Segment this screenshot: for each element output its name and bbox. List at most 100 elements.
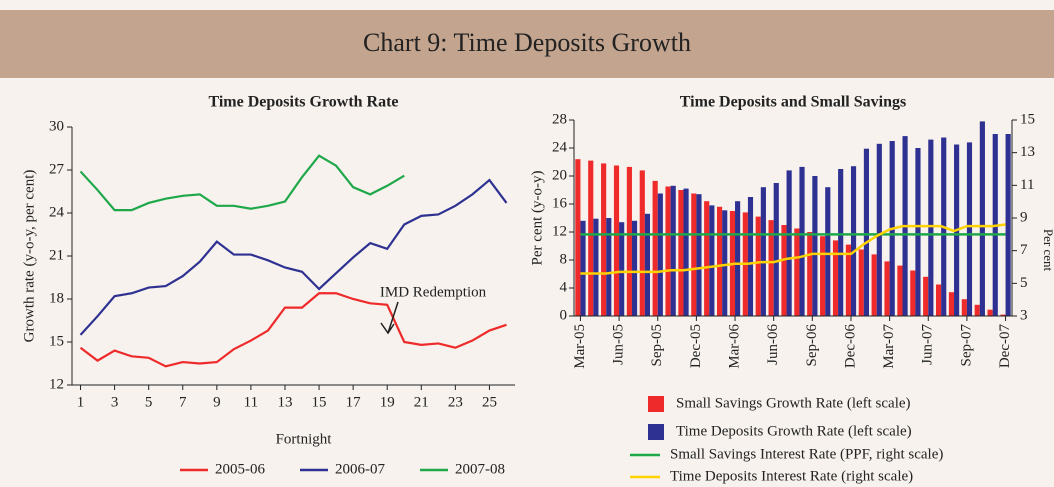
y2-tick-label: 13 bbox=[1020, 144, 1035, 160]
annotation: IMD Redemption bbox=[380, 284, 487, 300]
bar bbox=[575, 159, 581, 316]
bar bbox=[631, 220, 638, 316]
bar bbox=[786, 170, 792, 316]
bar bbox=[704, 201, 710, 316]
y-tick-label: 15 bbox=[49, 333, 64, 349]
y-tick-label: 28 bbox=[552, 111, 567, 127]
chart-title: Time Deposits Growth Rate bbox=[208, 94, 398, 111]
series-line bbox=[580, 223, 1006, 275]
y-tick-label: 24 bbox=[49, 204, 65, 220]
bar bbox=[794, 228, 800, 316]
x-tick-label: Mar-07 bbox=[881, 324, 897, 369]
bar bbox=[747, 197, 754, 316]
bar bbox=[652, 180, 658, 316]
bar bbox=[845, 244, 851, 316]
bar bbox=[601, 163, 607, 316]
legend-label: 2007-08 bbox=[455, 461, 505, 477]
bar bbox=[709, 205, 715, 316]
bar bbox=[928, 139, 934, 316]
series-line bbox=[79, 154, 405, 212]
bar bbox=[825, 187, 831, 316]
bar bbox=[781, 225, 787, 316]
bar bbox=[691, 193, 697, 316]
y-tick-label: 18 bbox=[49, 290, 64, 306]
bar bbox=[948, 292, 955, 316]
x-tick-label: 25 bbox=[482, 394, 497, 410]
y2-axis-label: Per cent bbox=[1041, 229, 1054, 272]
y2-tick-label: 7 bbox=[1020, 242, 1028, 258]
y-axis-label: Growth rate (y-o-y, per cent) bbox=[21, 170, 37, 343]
y-tick-label: 4 bbox=[560, 279, 568, 295]
legend-label: 2005-06 bbox=[215, 461, 265, 477]
bar bbox=[863, 148, 870, 316]
bar bbox=[1000, 314, 1006, 316]
bar bbox=[897, 265, 903, 316]
x-tick-label: 17 bbox=[346, 394, 362, 410]
x-tick-label: 5 bbox=[145, 394, 153, 410]
x-tick-label: Dec-07 bbox=[997, 324, 1013, 369]
x-tick-label: 15 bbox=[312, 394, 327, 410]
x-tick-label: 11 bbox=[244, 394, 258, 410]
x-tick-label: 9 bbox=[213, 394, 221, 410]
bar bbox=[696, 194, 702, 316]
bar bbox=[678, 190, 684, 316]
y2-tick-label: 15 bbox=[1020, 111, 1035, 127]
header-band bbox=[0, 10, 1054, 78]
bar bbox=[588, 160, 594, 316]
legend-label: Small Savings Growth Rate (left scale) bbox=[676, 395, 911, 411]
legend-label: Time Deposits Growth Rate (left scale) bbox=[676, 423, 912, 439]
bar bbox=[987, 309, 993, 316]
bar bbox=[923, 276, 929, 316]
bar bbox=[799, 166, 805, 316]
y-tick-label: 12 bbox=[49, 376, 64, 392]
bar bbox=[910, 270, 916, 316]
x-tick-label: 1 bbox=[77, 394, 85, 410]
y-tick-label: 12 bbox=[552, 223, 567, 239]
bar bbox=[606, 218, 612, 316]
legend-swatch bbox=[648, 396, 664, 412]
y2-tick-label: 3 bbox=[1020, 307, 1028, 323]
y-tick-label: 30 bbox=[49, 118, 64, 134]
annotation-arrow bbox=[380, 301, 399, 335]
bar bbox=[619, 222, 625, 316]
bar bbox=[593, 218, 599, 316]
x-tick-label: Jun-05 bbox=[611, 324, 627, 365]
x-tick-label: Dec-05 bbox=[688, 324, 704, 368]
bar bbox=[735, 201, 741, 316]
bar bbox=[979, 121, 985, 317]
x-tick-label: Dec-06 bbox=[842, 324, 858, 369]
x-axis-label: Fortnight bbox=[276, 431, 333, 447]
bar bbox=[974, 304, 980, 316]
bar bbox=[644, 213, 651, 316]
legend-swatch bbox=[648, 424, 664, 440]
chart-title: Time Deposits and Small Savings bbox=[680, 94, 906, 111]
x-tick-label: 7 bbox=[179, 394, 187, 410]
x-tick-label: 21 bbox=[414, 394, 429, 410]
y-tick-label: 24 bbox=[552, 139, 568, 155]
series-line bbox=[79, 178, 508, 336]
legend-label: Time Deposits Interest Rate (right scale… bbox=[670, 468, 913, 484]
y2-tick-label: 9 bbox=[1020, 209, 1028, 225]
x-tick-label: 23 bbox=[448, 394, 463, 410]
bar bbox=[657, 193, 663, 316]
bar bbox=[884, 261, 890, 316]
legend-label: Small Savings Interest Rate (PPF, right … bbox=[670, 446, 943, 462]
bar bbox=[915, 148, 921, 316]
series-line bbox=[79, 292, 507, 368]
x-tick-label: Sep-07 bbox=[958, 324, 974, 367]
bar bbox=[683, 188, 689, 316]
x-tick-label: Jun-07 bbox=[920, 324, 936, 365]
x-tick-label: 3 bbox=[111, 394, 119, 410]
bar bbox=[812, 176, 818, 316]
bar bbox=[1005, 134, 1011, 316]
y2-tick-label: 11 bbox=[1020, 177, 1034, 193]
bar bbox=[670, 185, 676, 316]
bar bbox=[858, 249, 864, 316]
y-tick-label: 21 bbox=[49, 247, 64, 263]
y-axis-label: Per cent (y-o-y) bbox=[529, 171, 545, 266]
bar bbox=[665, 186, 671, 316]
bar bbox=[716, 206, 723, 316]
x-tick-label: 19 bbox=[380, 394, 395, 410]
bar bbox=[626, 166, 632, 316]
bar bbox=[871, 254, 877, 316]
